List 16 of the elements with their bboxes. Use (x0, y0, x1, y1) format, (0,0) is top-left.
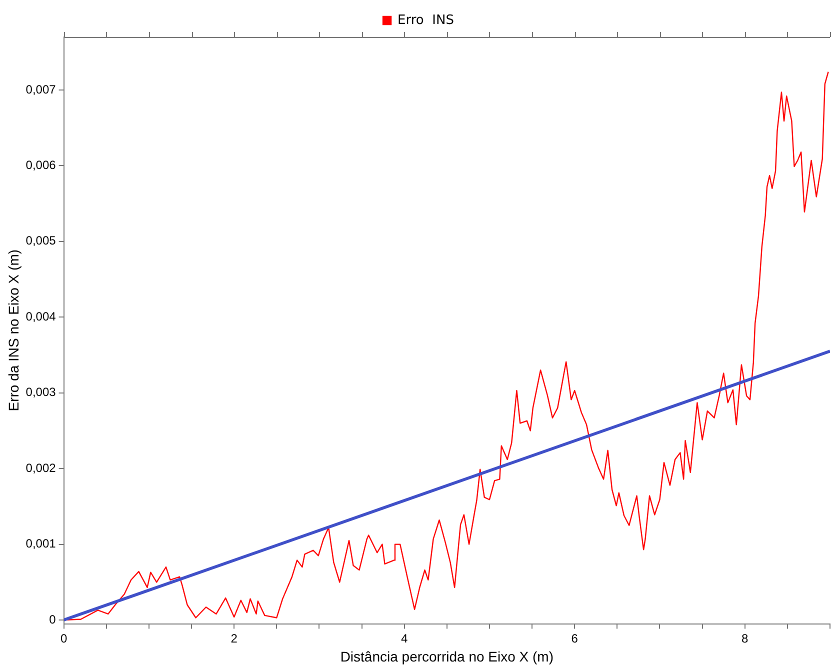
x-tick-label: 2 (230, 631, 238, 646)
y-axis-title: Erro da INS no Eixo X (m) (5, 249, 22, 412)
x-axis-title: Distância percorrida no Eixo X (m) (340, 648, 554, 664)
x-tick-label: 6 (571, 631, 578, 646)
x-tick-label: 4 (401, 631, 408, 646)
y-tick-label: 0,007 (26, 82, 56, 96)
x-tick-label: 0 (60, 631, 68, 646)
y-tick-label: 0,005 (26, 234, 56, 248)
y-tick-label: 0,004 (26, 309, 56, 324)
y-tick-label: 0,003 (26, 385, 56, 400)
y-tick-label: 0 (49, 612, 56, 626)
y-tick-label: 0,006 (26, 158, 56, 172)
y-tick-label: 0,001 (26, 536, 56, 551)
legend-label: Erro INS (398, 12, 454, 28)
x-tick-label: 8 (742, 631, 749, 646)
y-tick-label: 0,002 (26, 460, 56, 475)
